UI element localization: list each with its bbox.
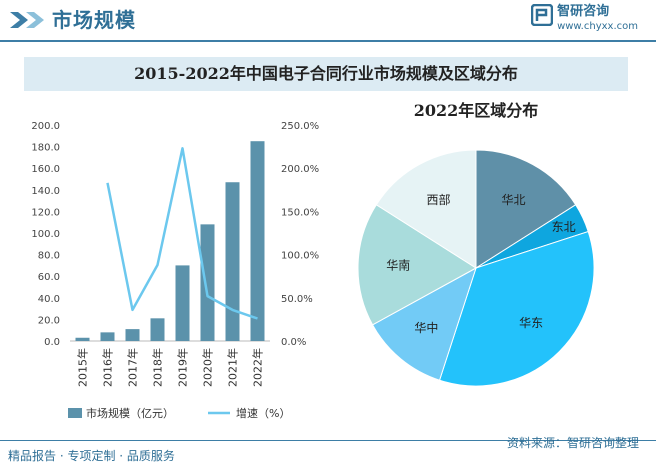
footer-tagline: 精品报告 · 专项定制 · 品质服务 <box>8 449 175 463</box>
x-tick-label: 2018年 <box>151 348 165 387</box>
y-left-tick-label: 60.0 <box>38 272 60 283</box>
bar <box>100 332 115 341</box>
y-left-tick-label: 140.0 <box>31 186 60 197</box>
chart-title: 2015-2022年中国电子合同行业市场规模及区域分布 <box>24 57 628 91</box>
legend-label-line: 增速（%） <box>236 406 290 420</box>
bar <box>75 337 90 341</box>
bar <box>200 224 215 341</box>
brand-url: www.chyxx.com <box>557 21 638 32</box>
y-right-tick-label: 100.0% <box>281 251 319 262</box>
x-tick-label: 2017年 <box>126 348 140 387</box>
chevron-right-icon <box>10 12 44 28</box>
y-left-tick-label: 180.0 <box>31 143 60 154</box>
bar <box>150 318 165 341</box>
footer-divider <box>0 440 656 441</box>
legend-label-bar: 市场规模（亿元） <box>86 406 174 420</box>
pie-slice-label: 华北 <box>501 193 525 207</box>
y-right-tick-label: 50.0% <box>281 294 313 305</box>
y-left-tick-label: 20.0 <box>38 315 60 326</box>
bar <box>125 329 140 341</box>
y-left-tick-label: 160.0 <box>31 164 60 175</box>
pie-slice <box>438 230 595 387</box>
x-tick-label: 2022年 <box>251 348 265 387</box>
brand: 智研咨询 www.chyxx.com <box>531 4 638 40</box>
y-left-tick-label: 40.0 <box>38 294 60 305</box>
y-right-tick-label: 150.0% <box>281 207 319 218</box>
pie-slice-label: 华南 <box>386 258 410 273</box>
y-right-tick-label: 200.0% <box>281 164 319 175</box>
footer: 精品报告 · 专项定制 · 品质服务 资料来源：智研咨询整理 <box>0 436 656 467</box>
pie-slice-label: 华东 <box>519 316 543 330</box>
section-title: 市场规模 <box>52 8 136 32</box>
pie-slice <box>371 266 477 381</box>
brand-name: 智研咨询 <box>557 4 610 19</box>
x-tick-label: 2019年 <box>176 348 190 387</box>
pie-slice <box>375 149 477 269</box>
header-bar: 市场规模 智研咨询 www.chyxx.com <box>0 0 656 48</box>
y-left-tick-label: 100.0 <box>31 229 60 240</box>
y-left-tick-label: 200.0 <box>31 121 60 132</box>
y-left-tick-label: 120.0 <box>31 207 60 218</box>
pie-slice-label: 华中 <box>414 320 438 335</box>
pie-title: 2022年区域分布 <box>414 101 539 120</box>
pie-slice <box>357 204 477 326</box>
header-divider <box>0 40 656 42</box>
x-tick-label: 2015年 <box>76 348 90 387</box>
bar <box>250 141 265 341</box>
pie-slice-label: 西部 <box>426 192 450 207</box>
source-note: 资料来源：智研咨询整理 <box>507 436 640 450</box>
x-tick-label: 2016年 <box>101 348 115 387</box>
x-tick-label: 2021年 <box>226 348 240 387</box>
y-left-tick-label: 80.0 <box>38 251 60 262</box>
y-right-tick-label: 0.0% <box>281 337 306 348</box>
pie-slice-label: 东北 <box>552 220 576 234</box>
y-right-tick-label: 250.0% <box>281 121 319 132</box>
bar <box>175 265 190 341</box>
legend-swatch-bar <box>68 408 82 418</box>
brand-logo-icon <box>531 4 554 26</box>
bar <box>225 182 240 341</box>
growth-series-line <box>106 147 258 320</box>
pie-slice <box>475 149 577 269</box>
x-tick-label: 2020年 <box>201 348 215 387</box>
y-left-tick-label: 0.0 <box>44 337 60 348</box>
